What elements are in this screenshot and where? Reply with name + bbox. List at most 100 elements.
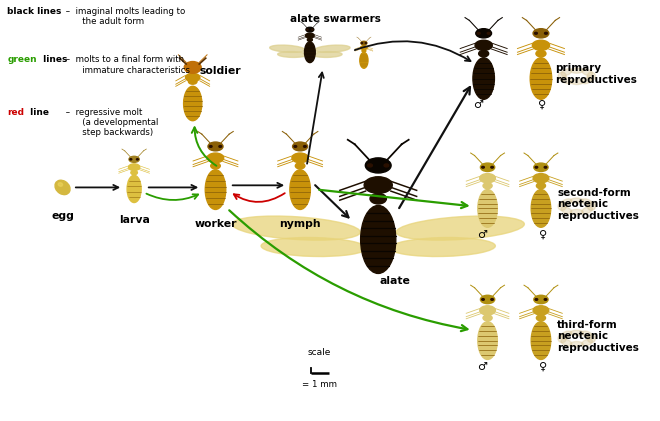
Ellipse shape <box>561 199 572 206</box>
Ellipse shape <box>361 41 367 45</box>
Ellipse shape <box>558 334 566 343</box>
Ellipse shape <box>530 58 552 99</box>
Ellipse shape <box>232 216 360 240</box>
Ellipse shape <box>480 163 495 171</box>
Ellipse shape <box>570 209 583 215</box>
Ellipse shape <box>478 322 498 360</box>
Ellipse shape <box>137 159 139 160</box>
Text: –  imaginal molts leading to
       the adult form: – imaginal molts leading to the adult fo… <box>63 7 185 27</box>
Ellipse shape <box>307 29 308 30</box>
Text: line: line <box>27 108 49 117</box>
Ellipse shape <box>587 72 595 80</box>
Ellipse shape <box>366 158 391 173</box>
Ellipse shape <box>185 73 200 82</box>
Ellipse shape <box>476 29 492 38</box>
Text: primary
reproductives: primary reproductives <box>555 63 637 85</box>
Ellipse shape <box>278 52 307 57</box>
Ellipse shape <box>533 306 548 315</box>
Ellipse shape <box>491 166 494 168</box>
Ellipse shape <box>477 32 480 34</box>
Ellipse shape <box>570 330 583 336</box>
Ellipse shape <box>131 171 137 175</box>
Text: soldier: soldier <box>199 66 241 76</box>
Ellipse shape <box>396 216 524 240</box>
Ellipse shape <box>205 170 226 210</box>
Ellipse shape <box>304 146 306 147</box>
Ellipse shape <box>544 32 547 34</box>
Text: green: green <box>7 55 37 64</box>
Text: ♀: ♀ <box>538 100 546 110</box>
Ellipse shape <box>362 50 366 52</box>
Ellipse shape <box>533 40 550 51</box>
Text: second-form
neotenic
reproductives: second-form neotenic reproductives <box>557 188 639 221</box>
Ellipse shape <box>483 315 492 321</box>
Ellipse shape <box>558 202 566 210</box>
Ellipse shape <box>533 173 548 183</box>
Ellipse shape <box>561 69 572 76</box>
Text: alate swarmers: alate swarmers <box>290 13 381 24</box>
Text: nymph: nymph <box>279 219 321 229</box>
Ellipse shape <box>482 298 484 300</box>
Text: ♂: ♂ <box>477 362 487 372</box>
Ellipse shape <box>129 156 139 163</box>
Ellipse shape <box>390 237 496 256</box>
Text: ♀: ♀ <box>539 230 547 240</box>
Ellipse shape <box>313 52 342 57</box>
Text: scale: scale <box>308 348 331 357</box>
Text: –  regressive molt
       (a developmental
       step backwards): – regressive molt (a developmental step … <box>63 108 158 138</box>
Ellipse shape <box>315 45 350 52</box>
Text: black lines: black lines <box>7 7 61 16</box>
Ellipse shape <box>537 315 546 321</box>
Ellipse shape <box>537 183 546 189</box>
Ellipse shape <box>570 79 583 85</box>
Ellipse shape <box>558 72 566 80</box>
Text: ♂: ♂ <box>473 100 484 110</box>
Ellipse shape <box>295 163 305 169</box>
Ellipse shape <box>544 298 546 300</box>
Ellipse shape <box>570 341 583 347</box>
Ellipse shape <box>306 27 314 32</box>
Ellipse shape <box>561 339 572 346</box>
Ellipse shape <box>581 77 593 84</box>
Ellipse shape <box>211 163 220 169</box>
Ellipse shape <box>491 298 494 300</box>
Ellipse shape <box>207 153 224 163</box>
Ellipse shape <box>130 159 132 160</box>
Ellipse shape <box>364 177 392 193</box>
Ellipse shape <box>270 45 305 52</box>
Text: red: red <box>7 108 24 117</box>
Ellipse shape <box>370 193 386 204</box>
Ellipse shape <box>189 79 197 84</box>
Ellipse shape <box>261 237 366 256</box>
Ellipse shape <box>561 77 572 84</box>
Ellipse shape <box>570 68 583 73</box>
Ellipse shape <box>55 180 70 195</box>
Ellipse shape <box>475 40 492 51</box>
Ellipse shape <box>360 205 396 274</box>
Ellipse shape <box>534 295 548 304</box>
Text: ♀: ♀ <box>539 362 547 372</box>
Ellipse shape <box>473 58 494 99</box>
Ellipse shape <box>480 306 496 315</box>
Ellipse shape <box>587 202 595 210</box>
Ellipse shape <box>308 38 312 41</box>
Text: ♂: ♂ <box>477 230 487 240</box>
Ellipse shape <box>581 339 593 346</box>
Text: alate: alate <box>379 276 410 286</box>
Ellipse shape <box>292 153 308 163</box>
Ellipse shape <box>184 61 201 73</box>
Text: lines: lines <box>40 55 67 64</box>
Ellipse shape <box>535 32 537 34</box>
Ellipse shape <box>561 207 572 214</box>
Ellipse shape <box>570 198 583 203</box>
Ellipse shape <box>533 29 549 38</box>
Ellipse shape <box>534 163 548 171</box>
Ellipse shape <box>478 51 488 57</box>
Ellipse shape <box>306 33 314 38</box>
Ellipse shape <box>482 166 484 168</box>
Text: = 1 mm: = 1 mm <box>302 381 337 389</box>
Ellipse shape <box>127 175 141 203</box>
Ellipse shape <box>535 298 538 300</box>
Ellipse shape <box>384 164 389 167</box>
Ellipse shape <box>360 46 367 50</box>
